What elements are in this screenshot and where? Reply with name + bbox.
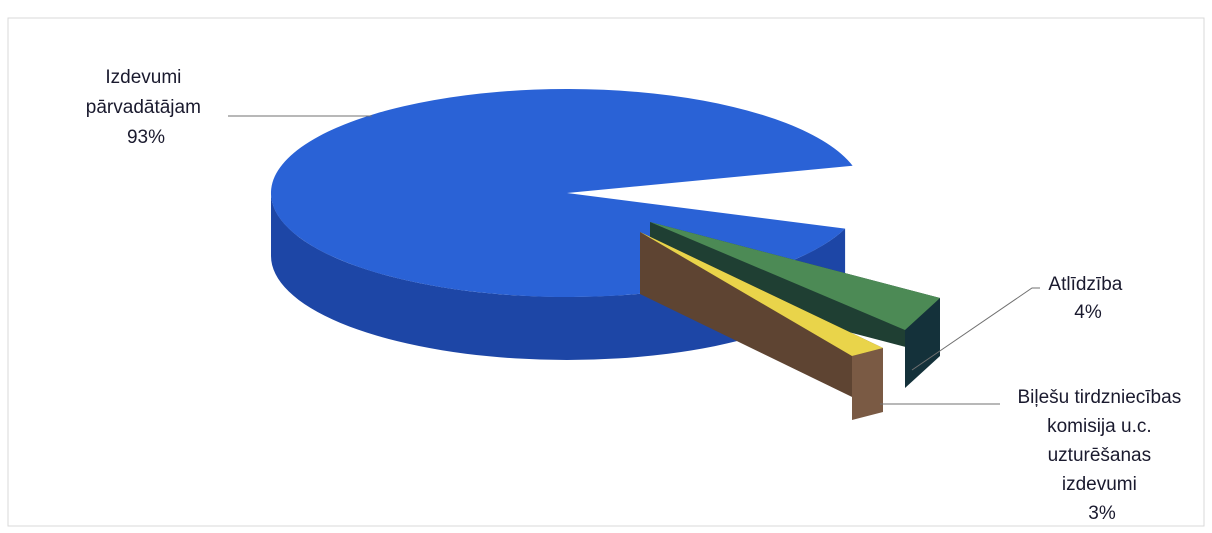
slice-atlidziba-label-line-1: Atlīdzība: [1048, 274, 1122, 295]
slice-bilesu-outer-face: [852, 348, 883, 420]
slice-bilesu-label-line-1: Biļešu tirdzniecības: [1018, 387, 1182, 408]
slice-izdevumi-label-line-2: pārvadātājam: [86, 97, 201, 118]
slice-atlidziba-label: Atlīdzība 4%: [1048, 274, 1127, 323]
slice-bilesu-value: 3%: [1088, 503, 1116, 524]
slice-bilesu-label-line-3: uzturēšanas: [1048, 445, 1152, 466]
slice-bilesu-label-line-2: komisija u.c.: [1047, 416, 1152, 437]
slice-izdevumi-value: 93%: [127, 127, 165, 148]
slice-izdevumi-label-line-1: Izdevumi: [105, 67, 181, 88]
slice-atlidziba-value: 4%: [1074, 302, 1102, 323]
slice-izdevumi-label: Izdevumi pārvadātājam 93%: [86, 67, 206, 148]
slice-bilesu-label: Biļešu tirdzniecības komisija u.c. uztur…: [1018, 387, 1187, 524]
slice-bilesu-label-line-4: izdevumi: [1062, 474, 1137, 495]
